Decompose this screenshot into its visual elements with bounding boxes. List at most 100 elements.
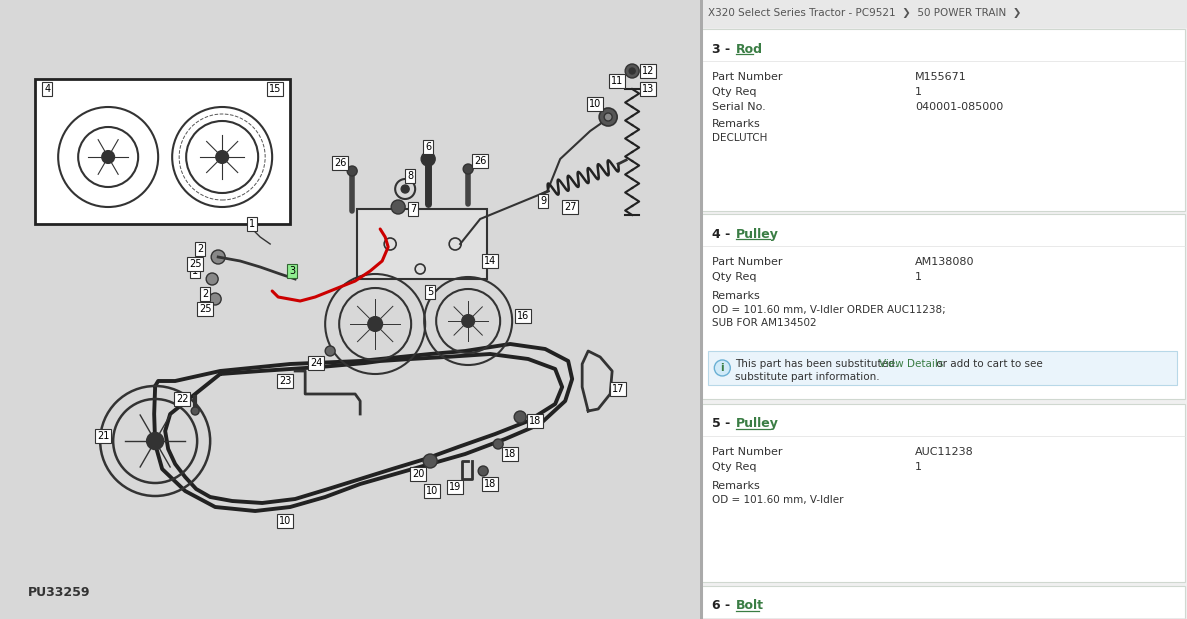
Circle shape: [325, 346, 335, 356]
Text: 2: 2: [197, 244, 203, 254]
Circle shape: [478, 466, 488, 476]
Text: 5 -: 5 -: [712, 417, 735, 430]
Text: M155671: M155671: [915, 72, 967, 82]
Text: 19: 19: [449, 482, 462, 492]
Text: Remarks: Remarks: [712, 119, 761, 129]
Text: Serial No.: Serial No.: [712, 102, 766, 112]
Circle shape: [102, 151, 114, 163]
Text: OD = 101.60 mm, V-Idler: OD = 101.60 mm, V-Idler: [712, 495, 844, 505]
Circle shape: [216, 151, 228, 163]
Circle shape: [715, 360, 730, 376]
Text: 1: 1: [192, 266, 198, 276]
Circle shape: [191, 407, 199, 415]
Text: 11: 11: [611, 76, 623, 86]
Circle shape: [147, 433, 163, 449]
Circle shape: [423, 454, 437, 468]
Text: 5: 5: [427, 287, 433, 297]
Text: 6: 6: [425, 142, 431, 152]
Circle shape: [401, 185, 410, 193]
Text: This part has been substituted.: This part has been substituted.: [735, 359, 902, 369]
Text: AM138080: AM138080: [915, 257, 975, 267]
Text: 040001-085000: 040001-085000: [915, 102, 1003, 112]
Text: 3 -: 3 -: [712, 43, 735, 56]
Text: View Details: View Details: [880, 359, 944, 369]
Text: 10: 10: [589, 99, 602, 109]
Text: or add to cart to see: or add to cart to see: [933, 359, 1043, 369]
Text: 3: 3: [290, 266, 296, 276]
Text: 1: 1: [915, 87, 922, 97]
Text: Part Number: Part Number: [712, 257, 782, 267]
Text: Part Number: Part Number: [712, 447, 782, 457]
Circle shape: [604, 113, 612, 121]
Text: 8: 8: [407, 171, 413, 181]
Text: 18: 18: [529, 416, 541, 426]
Text: 17: 17: [612, 384, 624, 394]
Text: 14: 14: [484, 256, 496, 266]
Text: 10: 10: [426, 486, 438, 496]
Text: 12: 12: [642, 66, 654, 76]
Text: Pulley: Pulley: [736, 417, 779, 430]
Text: 4 -: 4 -: [712, 228, 735, 241]
Circle shape: [462, 315, 474, 327]
Text: Qty Req: Qty Req: [712, 87, 757, 97]
Bar: [703, 404, 1185, 582]
Text: 18: 18: [484, 479, 496, 489]
Text: Rod: Rod: [736, 43, 762, 56]
Text: 6 -: 6 -: [712, 599, 735, 612]
Text: Remarks: Remarks: [712, 481, 761, 491]
Text: 16: 16: [518, 311, 529, 321]
Circle shape: [211, 250, 226, 264]
Circle shape: [493, 439, 503, 449]
Bar: [703, 29, 1185, 211]
Text: Part Number: Part Number: [712, 72, 782, 82]
Text: 20: 20: [412, 469, 425, 479]
Text: i: i: [721, 363, 724, 373]
Text: AUC11238: AUC11238: [915, 447, 975, 457]
Text: 26: 26: [474, 156, 487, 166]
Text: 25: 25: [189, 259, 202, 269]
Text: 10: 10: [279, 516, 291, 526]
Text: 23: 23: [279, 376, 291, 386]
Circle shape: [599, 108, 617, 126]
Text: SUB FOR AM134502: SUB FOR AM134502: [712, 318, 817, 328]
Text: 4: 4: [44, 84, 50, 94]
Text: 1: 1: [915, 462, 922, 472]
Text: X320 Select Series Tractor - PC9521  ❯  50 POWER TRAIN  ❯: X320 Select Series Tractor - PC9521 ❯ 50…: [709, 8, 1022, 18]
Circle shape: [209, 293, 221, 305]
Text: 7: 7: [410, 204, 417, 214]
Text: 2: 2: [202, 289, 208, 299]
Circle shape: [347, 166, 357, 176]
Text: 21: 21: [97, 431, 109, 441]
Text: Qty Req: Qty Req: [712, 462, 757, 472]
Text: DECLUTCH: DECLUTCH: [712, 133, 768, 143]
Circle shape: [629, 68, 635, 74]
Text: 15: 15: [269, 84, 281, 94]
Circle shape: [368, 317, 382, 331]
Text: Qty Req: Qty Req: [712, 272, 757, 282]
Circle shape: [207, 273, 218, 285]
Text: 26: 26: [334, 158, 347, 168]
Circle shape: [421, 152, 436, 166]
Bar: [703, 214, 1185, 399]
Circle shape: [392, 200, 405, 214]
Text: 24: 24: [310, 358, 323, 368]
Bar: [709, 351, 1178, 385]
Text: 1: 1: [249, 219, 255, 229]
Text: PU33259: PU33259: [28, 586, 90, 599]
Text: 27: 27: [564, 202, 577, 212]
Text: 22: 22: [176, 394, 189, 404]
Text: 9: 9: [540, 196, 546, 206]
Text: 25: 25: [199, 304, 211, 314]
Bar: [700, 0, 1187, 27]
Text: Bolt: Bolt: [736, 599, 763, 612]
Text: Pulley: Pulley: [736, 228, 779, 241]
Text: substitute part information.: substitute part information.: [735, 372, 880, 382]
Circle shape: [626, 64, 639, 78]
Bar: [36, 79, 290, 224]
Text: OD = 101.60 mm, V-Idler ORDER AUC11238;: OD = 101.60 mm, V-Idler ORDER AUC11238;: [712, 305, 946, 315]
Bar: [357, 209, 487, 279]
Text: 18: 18: [504, 449, 516, 459]
Circle shape: [463, 164, 474, 174]
Text: 13: 13: [642, 84, 654, 94]
Text: Remarks: Remarks: [712, 291, 761, 301]
